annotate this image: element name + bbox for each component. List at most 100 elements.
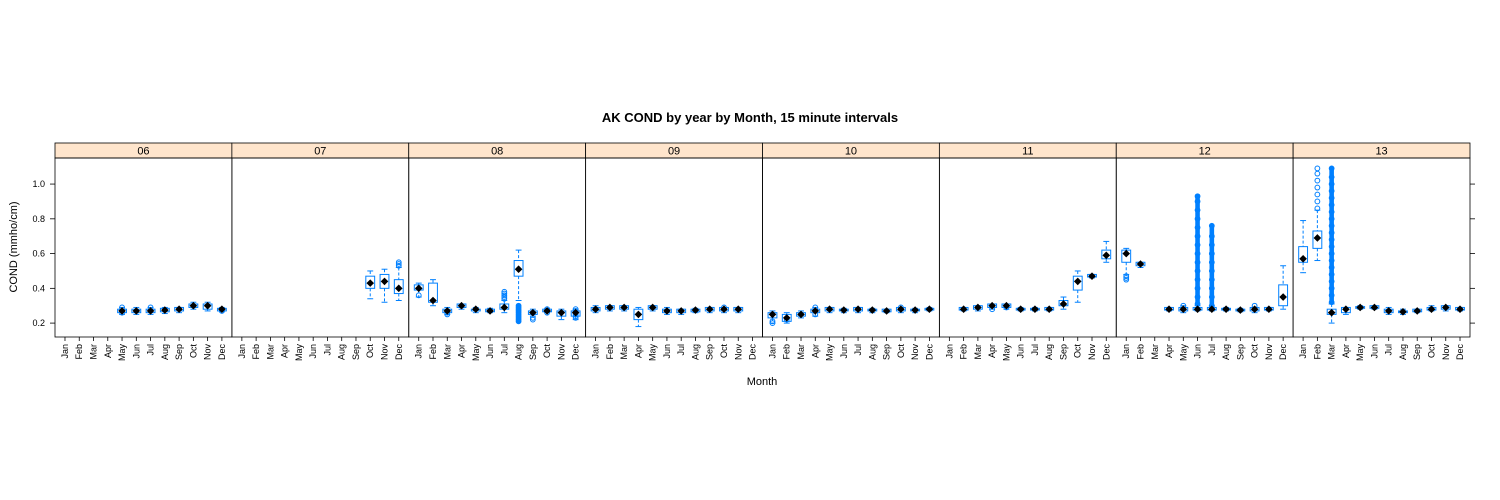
x-tick-label: Aug bbox=[1398, 344, 1408, 360]
outlier-point bbox=[1314, 170, 1321, 177]
median-point bbox=[988, 301, 996, 310]
x-tick-label: Feb bbox=[1312, 344, 1322, 360]
box-11-Aug bbox=[1044, 305, 1055, 313]
box-12-Nov bbox=[1263, 305, 1274, 313]
x-tick-label: Sep bbox=[351, 344, 361, 360]
x-tick-label: May bbox=[648, 344, 658, 362]
x-tick-label: Dec bbox=[1101, 344, 1111, 361]
box-13-May bbox=[1355, 303, 1366, 312]
box-13-Nov bbox=[1440, 303, 1451, 312]
median-point bbox=[959, 305, 968, 313]
median-point bbox=[1370, 303, 1379, 312]
x-tick-label: Aug bbox=[337, 344, 347, 360]
x-tick-label: Jan bbox=[591, 344, 601, 359]
box-10-Sep bbox=[881, 307, 892, 315]
median-point bbox=[414, 284, 423, 293]
outlier-point bbox=[501, 290, 508, 297]
x-tick-label: Dec bbox=[1278, 344, 1288, 361]
box-10-Dec bbox=[924, 305, 935, 313]
median-point bbox=[1102, 251, 1111, 260]
box-08-May bbox=[470, 305, 481, 314]
median-point bbox=[620, 303, 628, 312]
x-tick-label: Feb bbox=[1135, 344, 1145, 360]
median-point bbox=[691, 306, 700, 314]
x-tick-label: Dec bbox=[1455, 344, 1465, 361]
panel-06: 06 Jan Feb Mar Apr May Jun Jul Aug Sep Oct Nov Dec bbox=[54, 142, 233, 361]
x-tick-label: Mar bbox=[265, 344, 275, 360]
median-point bbox=[606, 303, 614, 312]
median-point bbox=[782, 314, 791, 322]
box-06-Dec bbox=[216, 305, 227, 314]
box-06-Sep bbox=[174, 305, 185, 314]
x-tick-label: Aug bbox=[514, 344, 524, 360]
outlier-point bbox=[501, 292, 508, 299]
outlier-point bbox=[1123, 273, 1130, 280]
median-point bbox=[1073, 277, 1082, 286]
box-10-Jun bbox=[838, 306, 849, 314]
box-13-Sep bbox=[1412, 307, 1423, 315]
median-point bbox=[161, 306, 169, 314]
x-tick-label: Sep bbox=[1058, 344, 1068, 360]
box-body bbox=[633, 308, 644, 321]
x-tick-label: May bbox=[825, 344, 835, 362]
median-point bbox=[911, 306, 919, 314]
box-06-Jul bbox=[145, 304, 156, 315]
outlier-point bbox=[395, 262, 402, 269]
box-09-Jan bbox=[590, 305, 601, 314]
x-tick-label: Oct bbox=[1250, 344, 1260, 359]
x-tick-label: Feb bbox=[428, 344, 438, 360]
box-09-Aug bbox=[690, 306, 701, 314]
box-12-May bbox=[1178, 302, 1189, 314]
median-point bbox=[705, 305, 714, 313]
median-point bbox=[1193, 305, 1202, 313]
x-tick-label: Nov bbox=[380, 344, 390, 361]
x-tick-label: Mar bbox=[442, 344, 452, 360]
box-13-Oct bbox=[1426, 305, 1437, 313]
x-tick-label: Apr bbox=[1341, 344, 1351, 358]
x-tick-label: Sep bbox=[1412, 344, 1422, 360]
y-axis: 0.2 0.4 0.6 0.8 1.0 bbox=[32, 179, 1475, 328]
box-10-Mar bbox=[796, 310, 806, 319]
median-point bbox=[1136, 260, 1145, 268]
median-point bbox=[118, 307, 126, 315]
box-08-Oct bbox=[542, 306, 553, 316]
median-point bbox=[854, 305, 862, 313]
median-point bbox=[1016, 305, 1025, 313]
x-tick-label: Nov bbox=[733, 344, 743, 361]
panel-frame-13 bbox=[1292, 157, 1471, 338]
y-axis-label: COND (mmho/cm) bbox=[8, 201, 20, 292]
box-10-May bbox=[824, 305, 835, 314]
panel-10: 10 Jan Feb Mar Apr May Jun Jul Aug Sep Oct Nov Dec bbox=[762, 142, 940, 362]
x-tick-label: Jun bbox=[1193, 344, 1203, 359]
median-point bbox=[557, 308, 566, 317]
x-tick-label: Jun bbox=[308, 344, 318, 359]
median-point bbox=[840, 306, 848, 314]
median-point bbox=[1384, 307, 1393, 315]
x-tick-label: Oct bbox=[542, 344, 552, 359]
y-tick-label: 0.2 bbox=[32, 318, 45, 328]
outlier-point bbox=[1314, 191, 1321, 198]
box-06-Aug bbox=[159, 306, 170, 315]
median-point bbox=[146, 307, 155, 315]
y-tick-label: 0.4 bbox=[32, 283, 45, 293]
box-08-Mar bbox=[442, 306, 453, 318]
median-point bbox=[380, 277, 389, 286]
x-tick-label: Mar bbox=[796, 344, 806, 360]
strip-label-10: 10 bbox=[845, 146, 857, 158]
strip-label-12: 12 bbox=[1199, 146, 1211, 158]
panel-08: 08 Jan Feb Mar Apr May Jun Jul Aug Sep Oct Nov Dec bbox=[408, 142, 587, 361]
box-10-Oct bbox=[895, 304, 906, 314]
box-12-Dec bbox=[1278, 265, 1289, 310]
outlier-point bbox=[415, 292, 422, 299]
x-tick-label: Mar bbox=[973, 344, 983, 360]
outlier-point bbox=[1314, 165, 1321, 172]
box-13-Jun bbox=[1369, 303, 1380, 312]
box-08-Jun bbox=[485, 307, 495, 315]
x-tick-label: Jan bbox=[767, 344, 777, 359]
box-12-Feb bbox=[1135, 260, 1146, 268]
box-09-Mar bbox=[619, 303, 630, 312]
panel-frame-07 bbox=[231, 157, 410, 338]
x-tick-label: Jul bbox=[676, 344, 686, 356]
x-tick-label: Sep bbox=[1235, 344, 1245, 360]
x-tick-label: Nov bbox=[910, 344, 920, 361]
